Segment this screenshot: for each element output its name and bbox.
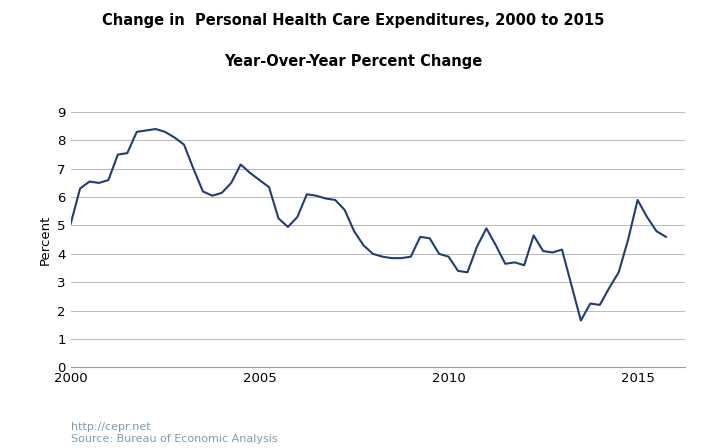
Y-axis label: Percent: Percent xyxy=(39,215,52,265)
Text: Change in  Personal Health Care Expenditures, 2000 to 2015: Change in Personal Health Care Expenditu… xyxy=(102,13,604,28)
Text: http://cepr.net
Source: Bureau of Economic Analysis: http://cepr.net Source: Bureau of Econom… xyxy=(71,422,277,444)
Text: Year-Over-Year Percent Change: Year-Over-Year Percent Change xyxy=(224,54,482,69)
